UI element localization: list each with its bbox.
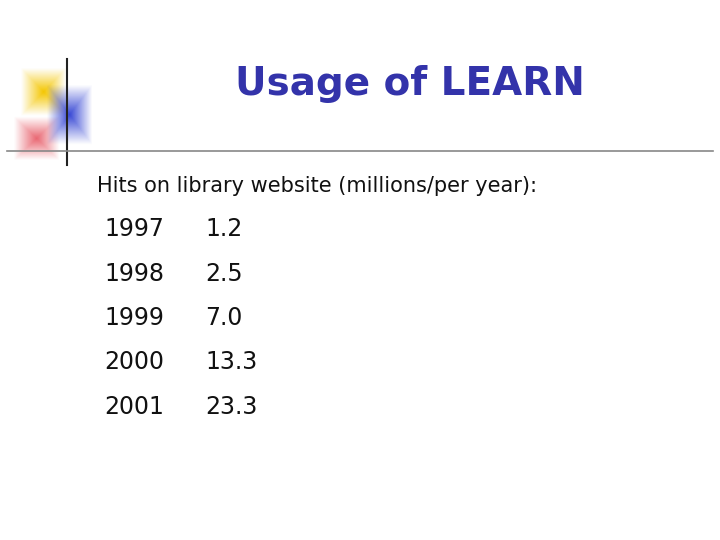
Text: 2001: 2001 [104, 395, 164, 418]
Text: 1.2: 1.2 [205, 218, 243, 241]
Text: 13.3: 13.3 [205, 350, 258, 374]
Text: 7.0: 7.0 [205, 306, 243, 330]
Text: Usage of LEARN: Usage of LEARN [235, 65, 585, 103]
Text: Hits on library website (millions/per year):: Hits on library website (millions/per ye… [97, 176, 537, 197]
Text: 23.3: 23.3 [205, 395, 258, 418]
Text: 2.5: 2.5 [205, 262, 243, 286]
Text: 1997: 1997 [104, 218, 164, 241]
Text: 1998: 1998 [104, 262, 164, 286]
Text: 1999: 1999 [104, 306, 164, 330]
Text: 2000: 2000 [104, 350, 164, 374]
